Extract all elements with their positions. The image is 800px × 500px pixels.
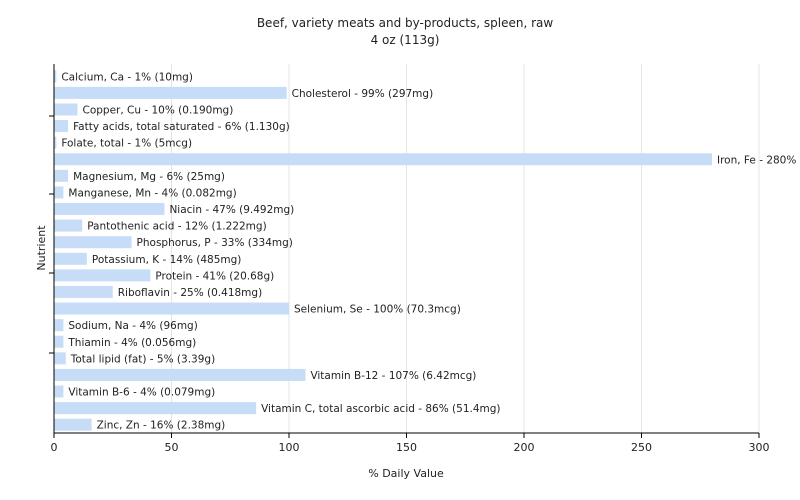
bar	[54, 252, 87, 265]
x-axis-title: % Daily Value	[368, 467, 444, 480]
bar	[54, 136, 57, 149]
bars	[54, 70, 712, 431]
bar	[54, 269, 151, 282]
bar	[54, 203, 165, 216]
bar-label: Niacin - 47% (9.492mg)	[169, 204, 294, 216]
bar	[54, 385, 64, 398]
bar-labels: Calcium, Ca - 1% (10mg) Cholesterol - 99%…	[61, 71, 800, 431]
x-tick-label: 250	[631, 441, 652, 454]
bar	[54, 70, 57, 83]
bar	[54, 186, 64, 199]
bar-label: Vitamin B-6 - 4% (0.079mg)	[68, 387, 215, 399]
x-tick-label: 200	[514, 441, 535, 454]
bar-label: Pantothenic acid - 12% (1.222mg)	[87, 221, 266, 233]
bar	[54, 120, 69, 133]
bar	[54, 335, 64, 348]
bar	[54, 352, 66, 365]
bar-label: Copper, Cu - 10% (0.190mg)	[83, 104, 234, 116]
bar-label: Manganese, Mn - 4% (0.082mg)	[68, 187, 236, 199]
bar-label: Vitamin B-12 - 107% (6.42mcg)	[310, 370, 476, 382]
bar	[54, 236, 132, 249]
x-tick-label: 50	[165, 441, 179, 454]
bar-label: Selenium, Se - 100% (70.3mcg)	[294, 304, 461, 316]
bar	[54, 402, 257, 415]
bar-label: Zinc, Zn - 16% (2.38mg)	[97, 420, 226, 432]
bar	[54, 302, 289, 315]
bar	[54, 285, 113, 298]
bar-label: Riboflavin - 25% (0.418mg)	[118, 287, 262, 299]
bar-label: Phosphorus, P - 33% (334mg)	[137, 237, 293, 249]
bar-label: Sodium, Na - 4% (96mg)	[68, 320, 197, 332]
bar-label: Thiamin - 4% (0.056mg)	[67, 337, 196, 349]
x-tick-label: 0	[51, 441, 58, 454]
bar	[54, 319, 64, 332]
bar	[54, 103, 78, 116]
y-axis-title: Nutrient	[35, 225, 48, 271]
bar-label: Fatty acids, total saturated - 6% (1.130…	[73, 121, 290, 133]
bar-label: Magnesium, Mg - 6% (25mg)	[73, 171, 225, 183]
bar-label: Total lipid (fat) - 5% (3.39g)	[70, 353, 215, 365]
bar-label: Folate, total - 1% (5mcg)	[61, 138, 192, 150]
bar	[54, 169, 69, 182]
axes: 0 50 100 150 200 250 300	[49, 64, 770, 454]
bar-label: Protein - 41% (20.68g)	[155, 270, 274, 282]
bar-label: Iron, Fe - 280% (50.34mg)	[717, 154, 800, 166]
bar	[54, 418, 92, 431]
bar-label: Vitamin C, total ascorbic acid - 86% (51…	[261, 403, 500, 415]
bar-label: Calcium, Ca - 1% (10mg)	[61, 71, 193, 83]
bar	[54, 153, 712, 166]
bar-label: Potassium, K - 14% (485mg)	[92, 254, 242, 266]
chart-title: Beef, variety meats and by-products, spl…	[257, 16, 554, 30]
x-tick-label: 300	[749, 441, 770, 454]
chart-subtitle: 4 oz (113g)	[371, 33, 440, 47]
bar	[54, 368, 306, 381]
bar	[54, 219, 83, 232]
x-tick-label: 100	[279, 441, 300, 454]
x-tick-label: 150	[396, 441, 417, 454]
bar-label: Cholesterol - 99% (297mg)	[292, 88, 434, 100]
bar	[54, 86, 287, 99]
